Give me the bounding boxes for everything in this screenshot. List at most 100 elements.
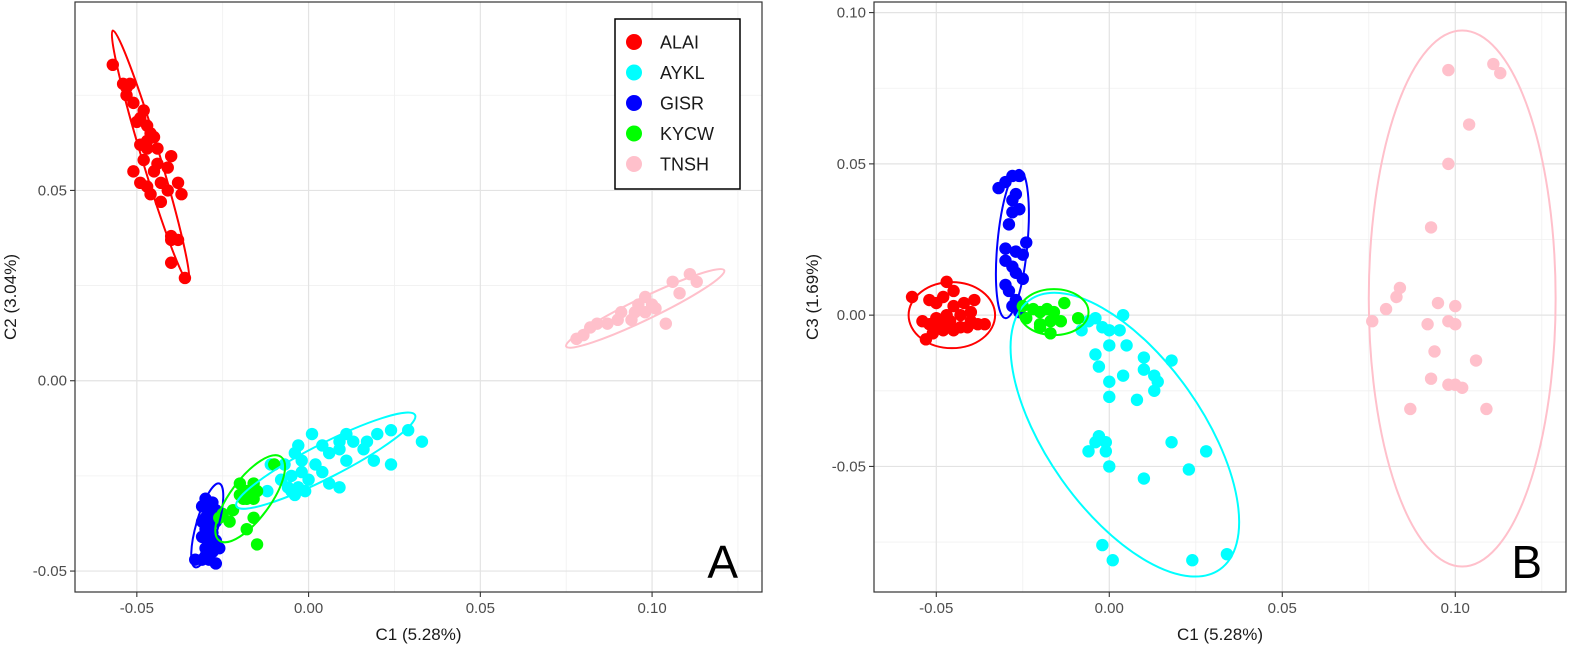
panel-a-point-alai xyxy=(154,195,168,209)
panel-b-series-alai xyxy=(905,275,991,346)
panel-a-point-aykl xyxy=(357,443,370,456)
panel-b: -0.05 0.00 0.05 0.10 -0.05 0.00 0.05 0.10 C1 (5.… xyxy=(803,1,1567,644)
panel-b-ellipse-tnsh xyxy=(1367,29,1557,568)
panel-a-x-tick-label: 0.05 xyxy=(466,600,495,617)
panel-a-point-alai xyxy=(127,96,140,110)
panel-b-point-aykl xyxy=(1182,463,1196,476)
legend: ALAI AYKL GISR KYCW TNSH xyxy=(614,18,741,190)
panel-a-ellipse-gisr xyxy=(190,482,225,569)
panel-b-point-aykl xyxy=(1103,324,1116,337)
panel-b-point-alai xyxy=(937,290,950,304)
panel-b-point-tnsh xyxy=(1442,157,1455,171)
panel-b-x-tick-label: 0.05 xyxy=(1268,600,1297,617)
panel-b-point-aykl xyxy=(1099,436,1113,449)
panel-a-ellipse-aykl xyxy=(235,411,417,510)
legend-key-gisr xyxy=(626,95,642,111)
panel-b-y-tick-label: 0.05 xyxy=(837,156,866,173)
legend-key-tnsh xyxy=(626,156,642,172)
panel-b-point-tnsh xyxy=(1428,345,1441,358)
panel-b-point-gisr xyxy=(1002,218,1016,231)
panel-a-point-tnsh xyxy=(570,332,583,346)
panel-a-point-tnsh xyxy=(673,286,686,300)
panel-b-point-alai xyxy=(968,293,981,307)
panel-b-point-kycw xyxy=(1071,311,1085,325)
panel-b-point-alai xyxy=(947,299,960,313)
panel-a-point-aykl xyxy=(322,446,336,460)
panel-b-point-aykl xyxy=(1089,436,1102,449)
panel-b-point-aykl xyxy=(1089,348,1102,361)
panel-a-point-tnsh xyxy=(639,306,652,319)
panel-b-point-alai xyxy=(964,305,978,319)
panel-a-point-aykl xyxy=(347,435,360,448)
panel-b-point-kycw xyxy=(1044,315,1057,328)
panel-a-point-aykl xyxy=(261,484,274,498)
legend-label-alai: ALAI xyxy=(660,33,699,53)
panel-a-point-alai xyxy=(175,188,188,201)
panel-b-y-tick-label: -0.05 xyxy=(832,458,866,475)
panel-a-point-aykl xyxy=(285,469,298,483)
panel-a-panel-label: A xyxy=(707,536,738,588)
panel-b-x-tick-label: 0.10 xyxy=(1441,600,1470,617)
panel-b-point-aykl xyxy=(1165,354,1178,367)
panel-b-point-tnsh xyxy=(1449,299,1462,313)
panel-b-point-alai xyxy=(905,290,919,304)
legend-key-aykl xyxy=(626,64,642,81)
panel-a-point-tnsh xyxy=(659,317,673,330)
panel-a-point-kycw xyxy=(247,492,260,505)
panel-b-point-gisr xyxy=(1002,284,1016,298)
panel-b-y-axis-title: C3 (1.69%) xyxy=(803,254,822,340)
panel-a-point-alai xyxy=(140,142,154,155)
panel-a-point-aykl xyxy=(333,443,346,456)
panel-b-point-alai xyxy=(937,324,950,337)
panel-a-point-aykl xyxy=(415,435,429,448)
panel-b-point-kycw xyxy=(1033,321,1047,334)
panel-b-point-gisr xyxy=(992,181,1005,195)
panel-b-point-tnsh xyxy=(1366,315,1379,328)
panel-b-y-tick-label: 0.10 xyxy=(837,5,866,22)
panel-a-point-tnsh xyxy=(690,275,703,288)
panel-b-point-gisr xyxy=(1006,206,1019,219)
panel-a-point-kycw xyxy=(223,515,236,528)
panel-a-point-aykl xyxy=(384,424,398,437)
panel-b-series-aykl xyxy=(1075,308,1234,567)
panel-b-point-aykl xyxy=(1099,445,1113,458)
panel-b-point-tnsh xyxy=(1390,290,1403,304)
legend-label-kycw: KYCW xyxy=(660,124,714,144)
panel-a-point-gisr xyxy=(209,557,223,570)
panel-a-point-kycw xyxy=(226,503,240,517)
panel-b-point-aykl xyxy=(1106,554,1119,567)
panel-a-point-kycw xyxy=(250,538,264,551)
panel-b-ellipse-gisr xyxy=(994,168,1030,320)
panel-b-point-tnsh xyxy=(1456,381,1469,394)
panel-b-point-kycw xyxy=(1044,327,1057,340)
panel-b-point-aykl xyxy=(1130,393,1144,407)
panel-b-point-alai xyxy=(964,315,978,328)
panel-b-point-aykl xyxy=(1186,554,1199,567)
panel-b-y-tick-label: 0.00 xyxy=(837,307,866,324)
panel-b-x-axis-title: C1 (5.28%) xyxy=(1177,625,1263,644)
panel-b-point-alai xyxy=(954,308,967,322)
panel-b-point-aykl xyxy=(1148,384,1161,397)
panel-a-point-tnsh xyxy=(601,317,614,330)
panel-b-data xyxy=(905,29,1557,578)
panel-a-data xyxy=(106,29,726,570)
legend-label-aykl: AYKL xyxy=(660,63,705,83)
legend-label-gisr: GISR xyxy=(660,94,704,114)
panel-a-y-axis-title: C2 (3.04%) xyxy=(1,254,20,340)
panel-a-ellipse-kycw xyxy=(214,454,287,544)
panel-b-point-tnsh xyxy=(1494,66,1507,80)
panel-b-point-aykl xyxy=(1165,436,1178,449)
panel-a-point-aykl xyxy=(384,458,398,471)
panel-a-point-alai xyxy=(130,115,144,129)
panel-a-y-tick-label: -0.05 xyxy=(33,563,67,580)
panel-b-point-aykl xyxy=(1082,315,1095,328)
panel-a-ellipse-tnsh xyxy=(565,268,726,349)
panel-b-point-aykl xyxy=(1103,375,1116,388)
legend-key-kycw xyxy=(626,125,642,142)
panel-b-point-aykl xyxy=(1113,324,1126,337)
panel-b-point-tnsh xyxy=(1469,354,1483,367)
panel-a-point-aykl xyxy=(333,481,346,494)
panel-b-point-kycw xyxy=(1058,296,1071,310)
